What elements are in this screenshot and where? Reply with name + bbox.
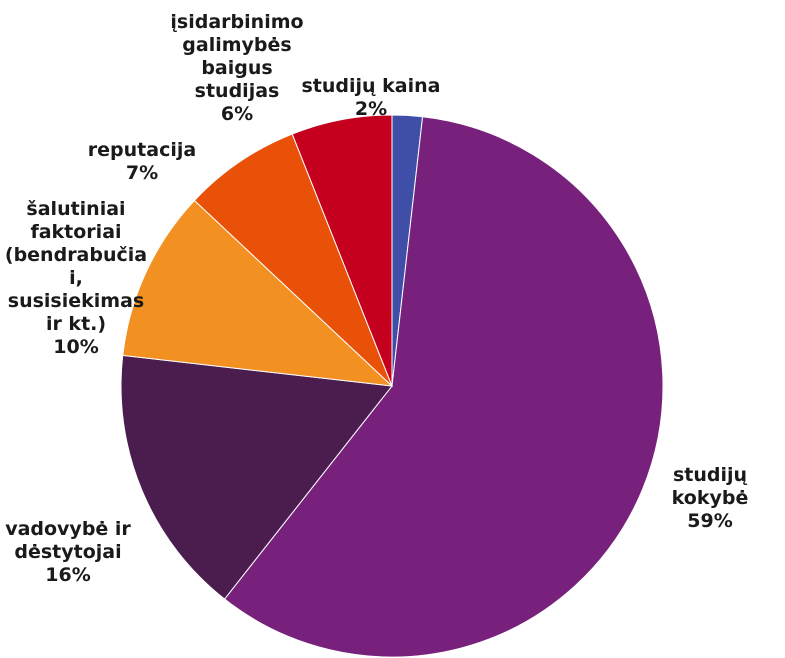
- slice-label-studiju-kaina: studijų kaina 2%: [301, 75, 440, 120]
- pie-slice-studiju-kokybe: [223, 116, 664, 658]
- slice-label-vadovybe-ir-destytojai: vadovybė ir dėstytojai 16%: [5, 518, 131, 586]
- pie-slice-salutiniai-faktoriai-bendrabuciai-susisiekimas-ir-kt: [122, 199, 394, 387]
- slice-label-studiju-kokybe: studijų kokybė 59%: [672, 464, 749, 532]
- pie-slice-reputacija: [193, 133, 393, 387]
- slice-label-reputacija: reputacija 7%: [88, 139, 196, 184]
- slice-label-isidarbinimo-galimybes-baigus-studijas: įsidarbinimo galimybės baigus studijas 6%: [170, 11, 303, 125]
- pie-slice-isidarbinimo-galimybes-baigus-studijas: [291, 114, 393, 387]
- slice-label-salutiniai-faktoriai-bendrabuciai-susisiekimas-ir-kt: šalutiniai faktoriai (bendrabučia i, susisie…: [5, 198, 147, 358]
- pie-slice-vadovybe-ir-destytojai: [120, 354, 393, 600]
